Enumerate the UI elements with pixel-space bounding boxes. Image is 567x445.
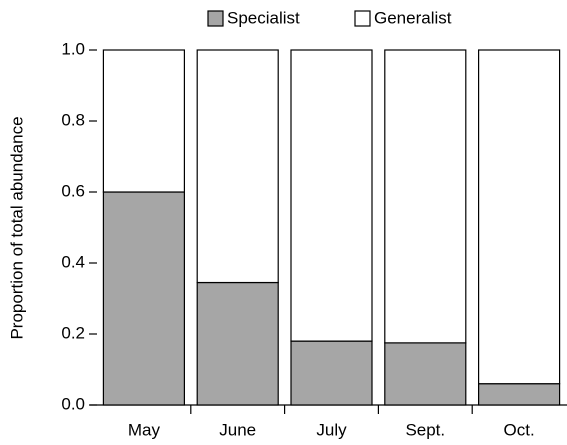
y-tick-label: 0.8	[61, 110, 85, 129]
x-tick-label: June	[219, 420, 256, 439]
bar-segment	[290, 49, 373, 342]
x-tick-label: July	[316, 420, 347, 439]
y-tick-label: 0.6	[61, 181, 85, 200]
x-tick-label: Sept.	[405, 420, 445, 439]
bar-segment	[102, 49, 186, 193]
y-tick-label: 0.4	[61, 252, 85, 271]
y-tick-label: 1.0	[61, 39, 85, 58]
bar-segment	[290, 340, 373, 406]
bar-segment	[478, 49, 561, 385]
bar-segment	[384, 49, 467, 344]
x-tick-label: Oct.	[504, 420, 535, 439]
x-tick-label: May	[128, 420, 161, 439]
legend-swatch	[354, 10, 371, 27]
y-axis-label: Proportion of total abundance	[7, 116, 26, 339]
legend-label: Specialist	[227, 8, 300, 27]
bar-segment	[196, 49, 279, 284]
y-tick-label: 0.0	[61, 394, 85, 413]
bar-segment	[478, 383, 561, 406]
legend-label: Generalist	[374, 8, 452, 27]
y-tick-label: 0.2	[61, 323, 85, 342]
bar-segment	[196, 281, 279, 406]
bar-segment	[384, 342, 467, 406]
bar-segment	[102, 191, 186, 406]
legend-swatch	[207, 10, 224, 27]
